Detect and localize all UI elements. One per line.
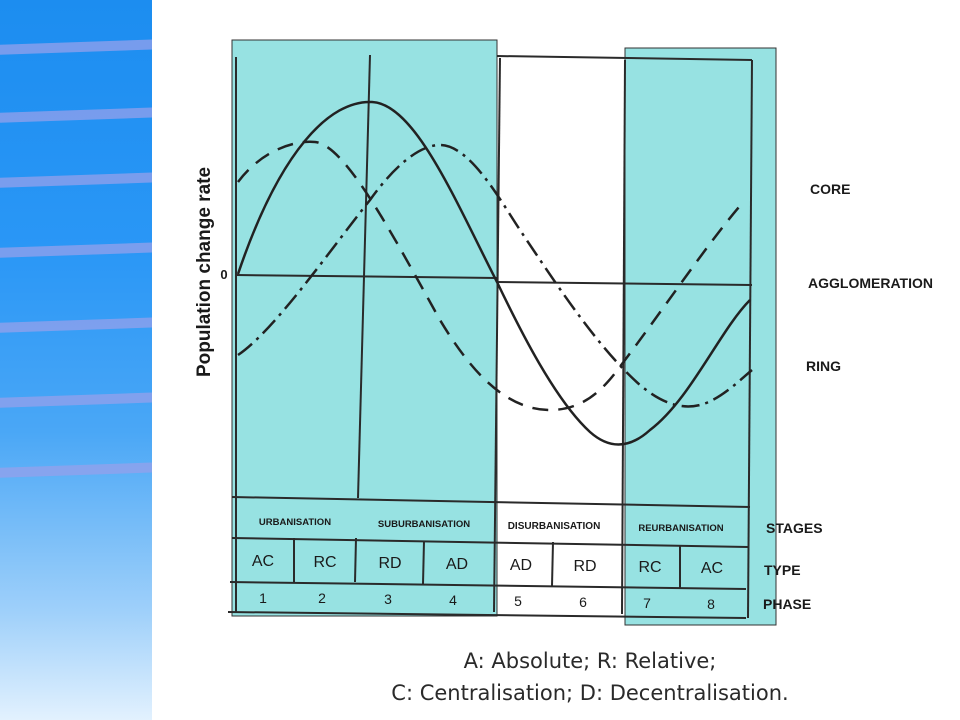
type-cell: AD	[510, 557, 532, 574]
phase-cell: 6	[579, 594, 587, 610]
agglomeration-label: AGGLOMERATION	[808, 275, 933, 291]
type-cell: RC	[638, 559, 661, 576]
type-cell: AC	[701, 560, 723, 577]
legend-line-2: C: Centralisation; D: Decentralisation.	[391, 681, 789, 705]
diagram-frame	[227, 54, 753, 619]
phase-cell: 8	[707, 596, 715, 612]
ring-label: RING	[806, 358, 841, 374]
phase-label: PHASE	[763, 596, 811, 612]
type-cell: AD	[446, 556, 468, 573]
stage-name: REURBANISATION	[638, 523, 723, 534]
type-cell: RD	[573, 558, 596, 575]
phase-cell: 7	[643, 595, 651, 611]
stages-label: STAGES	[766, 520, 823, 536]
core-label: CORE	[810, 181, 850, 197]
phase-cell: 2	[318, 590, 326, 606]
agglomeration-curve	[236, 100, 751, 446]
highlight-reurbanisation	[624, 47, 777, 626]
phase-cell: 5	[514, 593, 522, 609]
ring-curve	[237, 143, 753, 408]
zero-label: 0	[220, 267, 227, 282]
slide-sidebar	[0, 0, 152, 720]
stage-name: SUBURBANISATION	[378, 519, 470, 530]
abbreviation-legend: A: Absolute; R: Relative; C: Centralisat…	[360, 645, 820, 709]
type-cell: AC	[252, 553, 274, 570]
y-axis-label: Population change rate	[194, 167, 215, 377]
stage-name: URBANISATION	[259, 517, 331, 528]
type-label: TYPE	[764, 562, 801, 578]
stage-name: DISURBANISATION	[508, 521, 601, 532]
phase-cell: 3	[384, 591, 392, 607]
type-cell: RC	[313, 554, 336, 571]
type-cell: RD	[378, 555, 401, 572]
core-curve	[237, 140, 746, 412]
legend-line-1: A: Absolute; R: Relative;	[463, 649, 717, 673]
phase-cell: 4	[449, 592, 457, 608]
phase-cell: 1	[259, 590, 267, 606]
highlight-urbanisation-suburbanisation	[231, 39, 498, 617]
